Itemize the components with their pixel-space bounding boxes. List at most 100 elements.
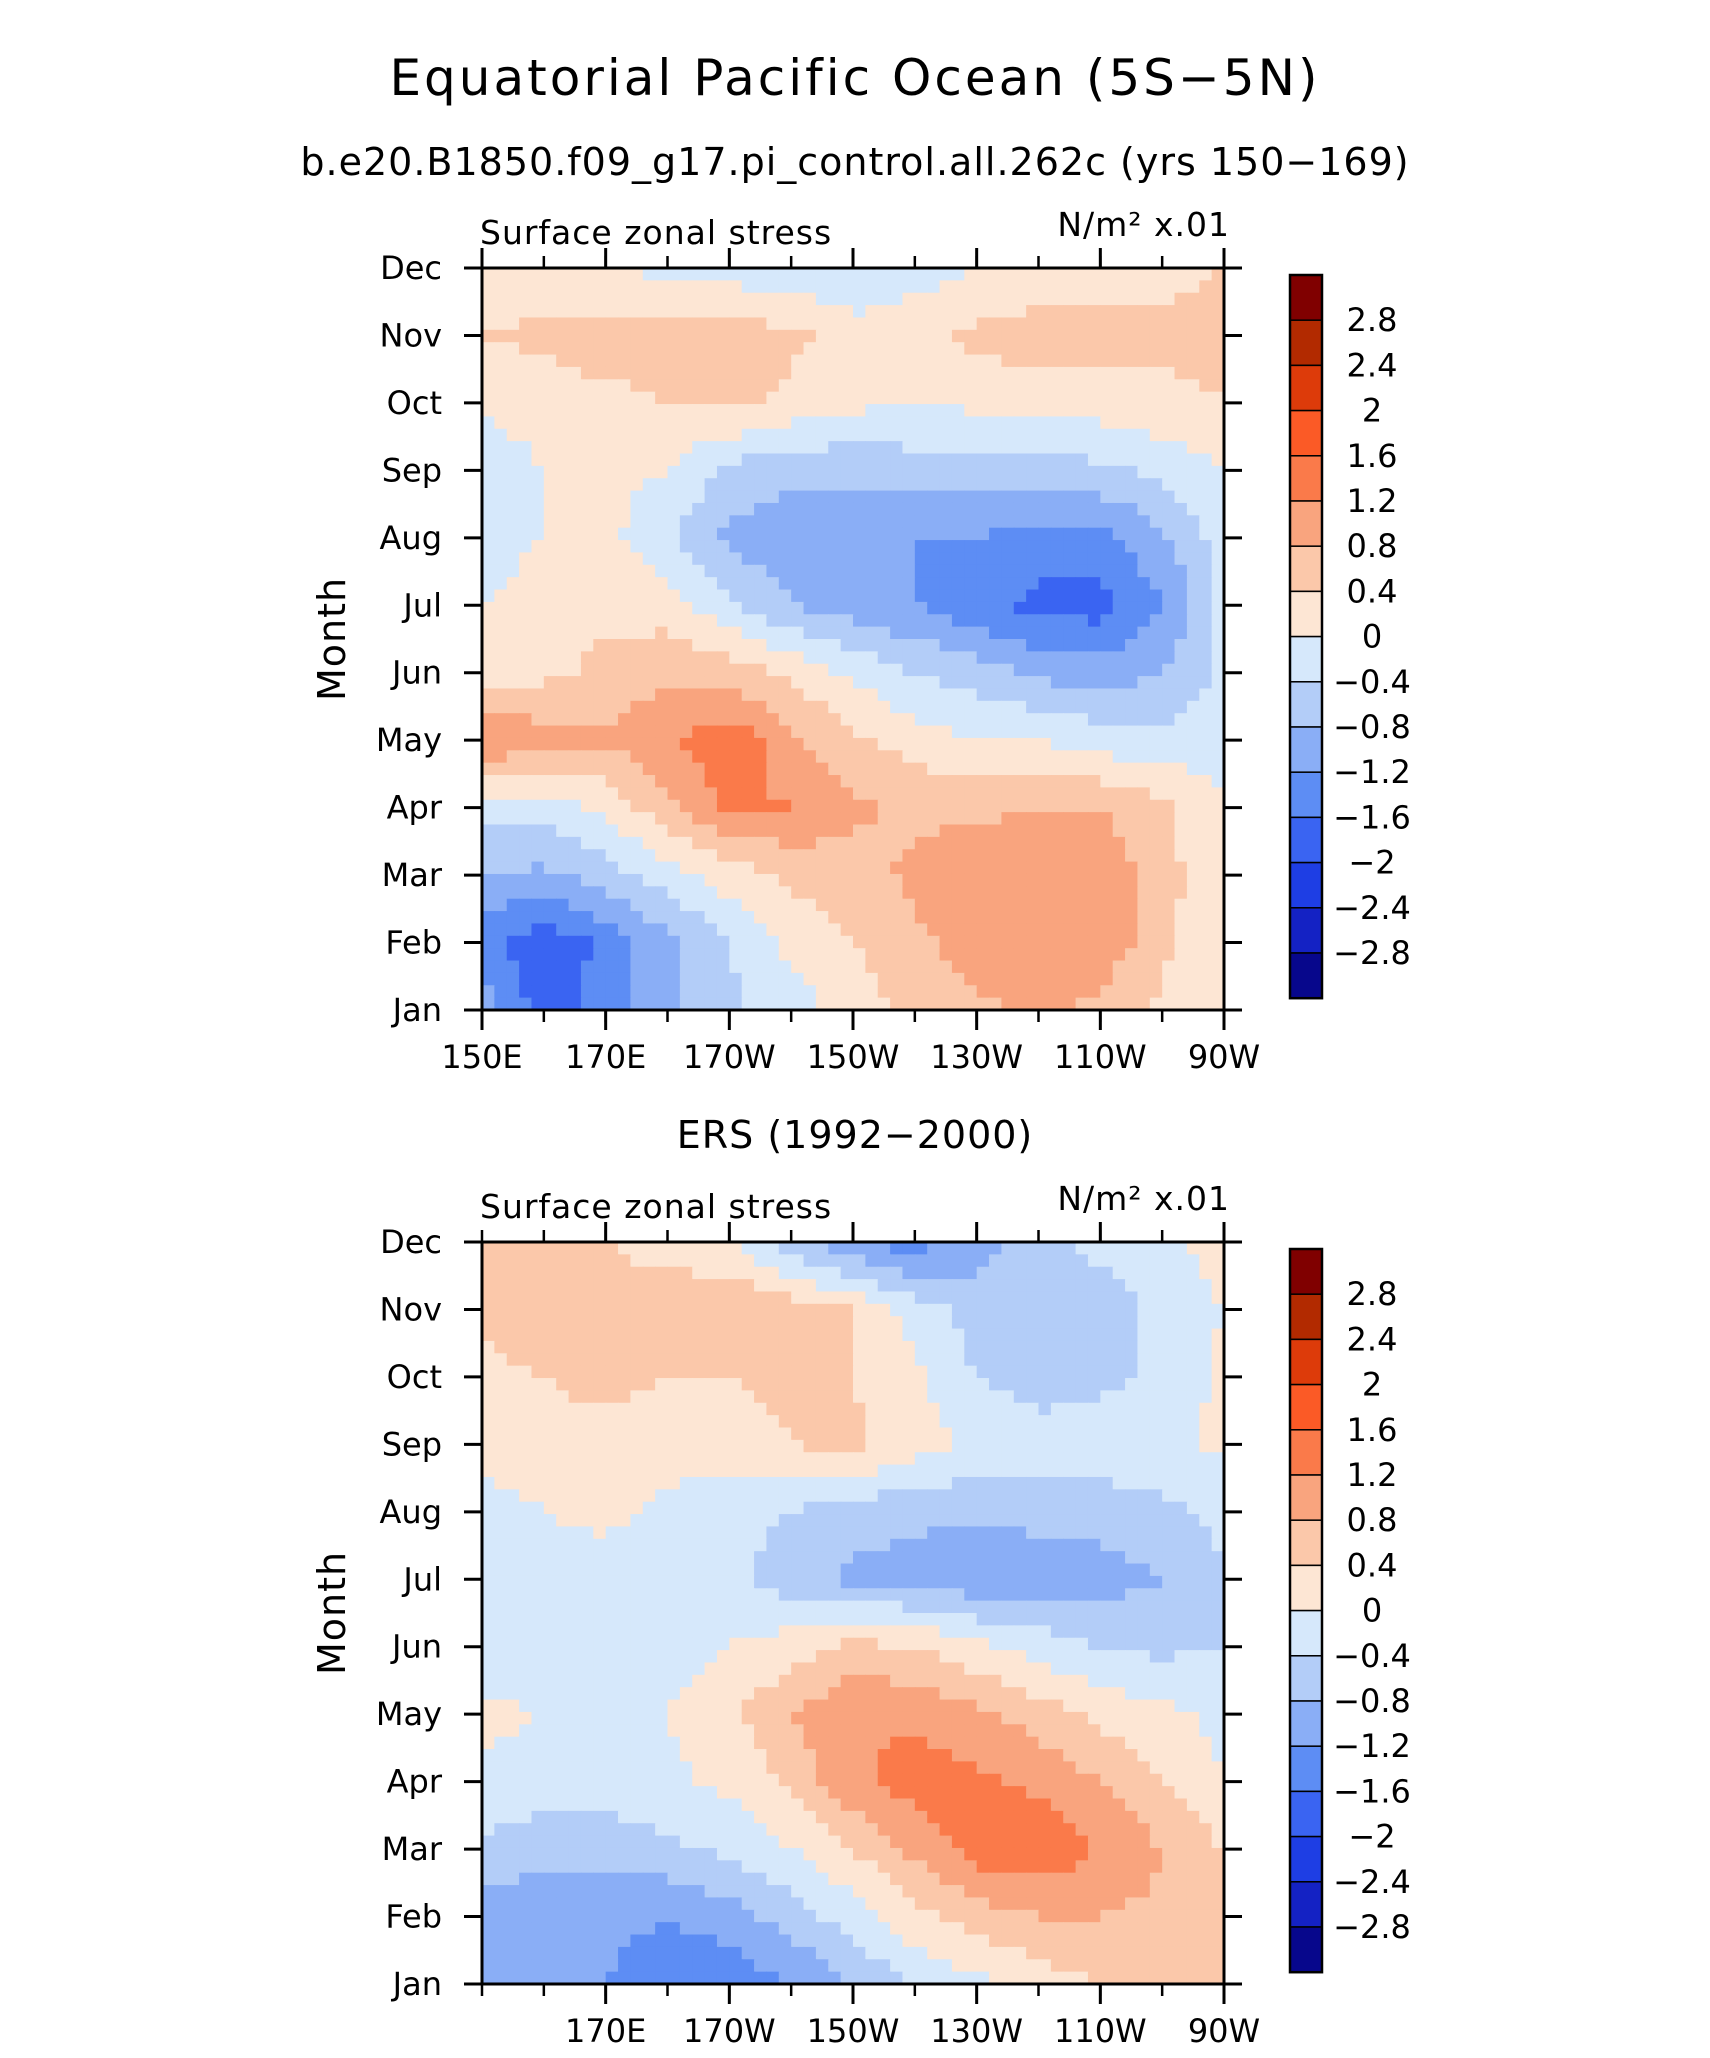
heatmap-cell (704, 948, 718, 962)
heatmap-cell (778, 750, 792, 764)
heatmap-cell (1211, 972, 1224, 986)
heatmap-cell (568, 1340, 582, 1354)
heatmap-cell (1149, 997, 1163, 1010)
heatmap-cell (605, 601, 619, 615)
heatmap-cell (766, 713, 780, 727)
heatmap-cell (618, 354, 631, 368)
heatmap-cell (766, 366, 780, 380)
heatmap-cell (865, 911, 879, 925)
heatmap-cell (1211, 601, 1224, 615)
heatmap-cell (1075, 416, 1089, 430)
heatmap-cell (877, 1303, 891, 1317)
heatmap-cell (1050, 762, 1064, 776)
heatmap-cell (1211, 1340, 1224, 1354)
heatmap-cell (1087, 280, 1101, 294)
heatmap-cell (890, 997, 904, 1010)
heatmap-cell (951, 1328, 965, 1342)
heatmap-cell (1149, 1266, 1163, 1280)
heatmap-cell (580, 391, 594, 405)
heatmap-cell (580, 577, 594, 591)
heatmap-cell (494, 305, 508, 319)
heatmap-cell (902, 1353, 916, 1367)
heatmap-cell (482, 1279, 495, 1293)
heatmap-cell (1063, 1242, 1077, 1255)
heatmap-cell (506, 886, 520, 900)
heatmap-cell (1149, 391, 1163, 405)
heatmap-cell (1149, 762, 1163, 776)
heatmap-cell (519, 292, 533, 306)
heatmap-cell (716, 540, 730, 554)
heatmap-cell (482, 836, 495, 850)
heatmap-cell (939, 676, 953, 690)
heatmap-cell (655, 960, 669, 974)
heatmap-cell (803, 836, 817, 850)
heatmap-cell (914, 1242, 928, 1255)
heatmap-cell (1100, 292, 1114, 306)
heatmap-cell (605, 725, 619, 739)
heatmap-cell (531, 898, 545, 912)
heatmap-cell (642, 651, 656, 665)
heatmap-cell (506, 911, 520, 925)
heatmap-cell (1211, 676, 1224, 690)
heatmap-cell (1186, 775, 1200, 788)
heatmap-cell (914, 1464, 928, 1478)
heatmap-cell (853, 601, 866, 615)
heatmap-cell (815, 540, 829, 554)
heatmap-cell (754, 861, 768, 875)
heatmap-cell (1211, 873, 1224, 887)
heatmap-cell (1125, 305, 1139, 319)
heatmap-cell (531, 861, 545, 875)
heatmap-cell (655, 490, 669, 504)
heatmap-cell (877, 540, 891, 554)
heatmap-cell (815, 639, 829, 652)
heatmap-cell (1013, 1439, 1027, 1453)
heatmap-cell (803, 527, 817, 541)
heatmap-cell (568, 329, 582, 343)
heatmap-cell (593, 564, 607, 578)
heatmap-cell (580, 540, 594, 554)
heatmap-cell (494, 1439, 508, 1453)
heatmap-cell (556, 515, 570, 529)
heatmap-cell (1174, 540, 1188, 554)
heatmap-cell (655, 527, 669, 541)
heatmap-cell (667, 379, 681, 393)
heatmap-cell (605, 342, 619, 356)
heatmap-cell (1087, 1316, 1101, 1330)
heatmap-cell (791, 886, 805, 900)
heatmap-cell (766, 762, 780, 776)
heatmap-cell (1211, 329, 1224, 343)
heatmap-cell (1186, 515, 1200, 529)
heatmap-cell (716, 527, 730, 541)
heatmap-cell (754, 453, 768, 467)
heatmap-cell (667, 540, 681, 554)
heatmap-cell (556, 799, 570, 813)
heatmap-cell (853, 663, 866, 677)
heatmap-cell (568, 515, 582, 529)
heatmap-cell (865, 799, 879, 813)
heatmap-cell (568, 366, 582, 380)
heatmap-cell (630, 552, 644, 566)
heatmap-cell (531, 1501, 545, 1515)
heatmap-cell (964, 515, 978, 529)
heatmap-cell (902, 676, 916, 690)
heatmap-cell (1075, 1378, 1089, 1391)
heatmap-cell (1137, 1452, 1151, 1466)
heatmap-cell (877, 886, 891, 900)
heatmap-cell (729, 391, 743, 405)
heatmap-cell (1149, 1427, 1163, 1441)
heatmap-cell (482, 762, 495, 776)
heatmap-cell (667, 700, 681, 714)
heatmap-cell (556, 1291, 570, 1305)
heatmap-cell (1063, 317, 1077, 331)
heatmap-cell (1149, 527, 1163, 541)
heatmap-cell (828, 972, 842, 986)
heatmap-cell (741, 713, 755, 727)
heatmap-cell (927, 713, 941, 727)
heatmap-cell (1026, 676, 1040, 690)
heatmap-cell (630, 589, 644, 603)
heatmap-cell (605, 317, 619, 331)
heatmap-cell (853, 1254, 866, 1268)
heatmap-cell (754, 342, 768, 356)
heatmap-cell (914, 1452, 928, 1466)
heatmap-cell (890, 1427, 904, 1441)
